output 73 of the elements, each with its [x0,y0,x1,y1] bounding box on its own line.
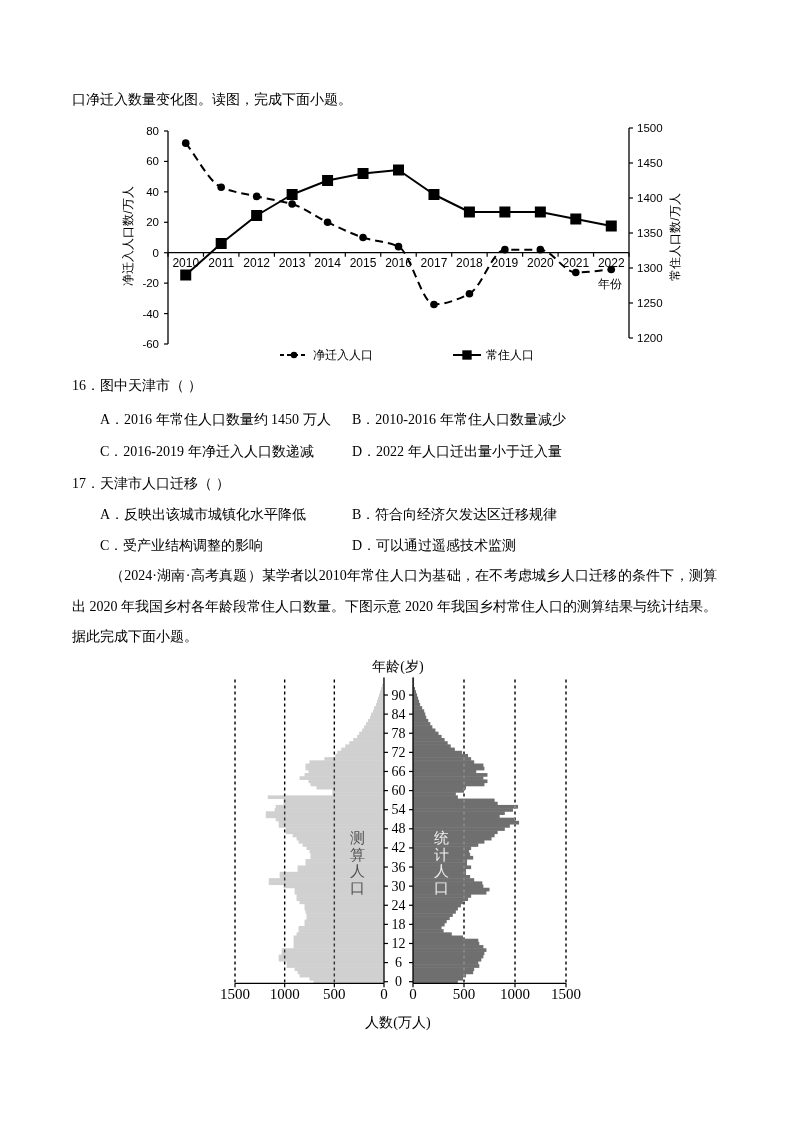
y-tick-label: -40 [142,307,159,320]
text: A．反映出该城市城镇化水平降低 [100,507,307,523]
x-tick-label: 2010 [172,255,200,270]
x-tick-label: 2022 [597,255,625,270]
y2-tick-label: 1300 [637,262,663,274]
x-tick-label: 2019 [491,255,519,270]
y-tick-label: 18 [391,916,406,932]
y-tick-label: 66 [391,763,406,779]
text: C．2016-2019 年净迁入人口数递减 [100,444,314,460]
x-tick-label: 2017 [420,255,448,270]
x-tick-label: 1000 [500,986,530,1003]
text: C．受产业结构调整的影响 [100,538,264,554]
y-tick-label: 78 [391,725,406,741]
x-tick-label: 1000 [269,986,300,1003]
y-tick-label: 0 [395,974,402,990]
y-tick-label: 0 [152,246,159,259]
x-tick-label: 1500 [551,986,581,1003]
x-tick-label: 2013 [278,255,306,270]
y2-tick-label: 1350 [637,227,663,239]
x-tick-label: 2015 [349,255,377,270]
x-tick-label: 2021 [562,255,590,270]
y2-tick-label: 1450 [637,157,663,169]
y-tick-label: 60 [146,155,159,168]
y-tick-label: -20 [142,277,159,290]
y-tick-label: 72 [391,744,406,760]
legend-label: 常住人口 [486,348,534,362]
x-tick-label: 2020 [526,255,555,270]
text: B．符合向经济欠发达区迁移规律 [352,507,558,523]
y-tick-label: 12 [391,935,406,951]
y-tick-label: 84 [391,706,406,722]
y-tick-label: 20 [146,216,159,229]
y2-tick-label: 1250 [637,297,663,309]
text: （2024·湖南·高考真题）某学者以2010年常住人口为基础，在不考虑城乡人口迁移的条件下，测算出 2020 年我国乡村各年龄段常住人口数量。下图示意 2020 年我国乡村常住人口的测算结果与统计结果。据此完成下面小题。 [72,567,717,646]
y-tick-label: 90 [391,687,406,703]
y-tick-label: 40 [146,185,159,198]
y-tick-label: 60 [391,783,406,799]
x-tick-label: 2011 [208,255,235,270]
text: 17．天津市人口迁移（ ） [72,476,230,492]
series-label: 测算人口 [349,830,365,896]
x-tick-label: 2016 [385,255,413,270]
y2-tick-label: 1500 [637,122,663,134]
x-tick-label: 0 [380,986,388,1003]
y-tick-label: 30 [391,878,406,894]
text: D．2022 年人口迁出量小于迁入量 [352,444,562,460]
y2-axis-title: 常住人口数/万人 [668,193,682,281]
text: D．可以通过遥感技术监测 [352,538,517,554]
x-tick-label: 2012 [243,255,271,270]
x-tick-label: 1500 [220,986,250,1003]
y-tick-label: 80 [146,125,159,137]
y-tick-label: 6 [395,955,402,971]
y-axis-title: 净迁入人口数/万人 [121,186,135,286]
y-axis-title: 年龄(岁) [372,658,424,675]
x-axis-title: 人数(万人) [365,1014,431,1031]
legend-label: 净迁入人口 [313,348,373,362]
series-label: 统计人口 [433,830,449,896]
text: 16．图中天津市（ ） [72,378,202,394]
y-tick-label: 42 [391,840,406,856]
y-tick-label: -60 [142,338,159,350]
x-tick-label: 500 [323,986,346,1003]
y-tick-label: 54 [391,802,406,818]
y2-tick-label: 1200 [637,332,663,344]
x-tick-label: 2018 [456,255,484,270]
x-tick-label: 0 [409,986,417,1003]
x-tick-label: 2014 [314,255,342,270]
x-tick-label: 500 [452,986,476,1003]
y-tick-label: 48 [391,821,406,837]
text: A．2016 年常住人口数量约 1450 万人 [100,412,331,428]
y2-tick-label: 1400 [637,192,663,204]
text: 口净迁入数量变化图。读图，完成下面小题。 [72,92,352,108]
x-axis-title: 年份 [598,277,622,291]
y-tick-label: 24 [391,897,406,913]
y-tick-label: 36 [391,859,406,875]
text: B．2010-2016 年常住人口数量减少 [352,412,566,428]
